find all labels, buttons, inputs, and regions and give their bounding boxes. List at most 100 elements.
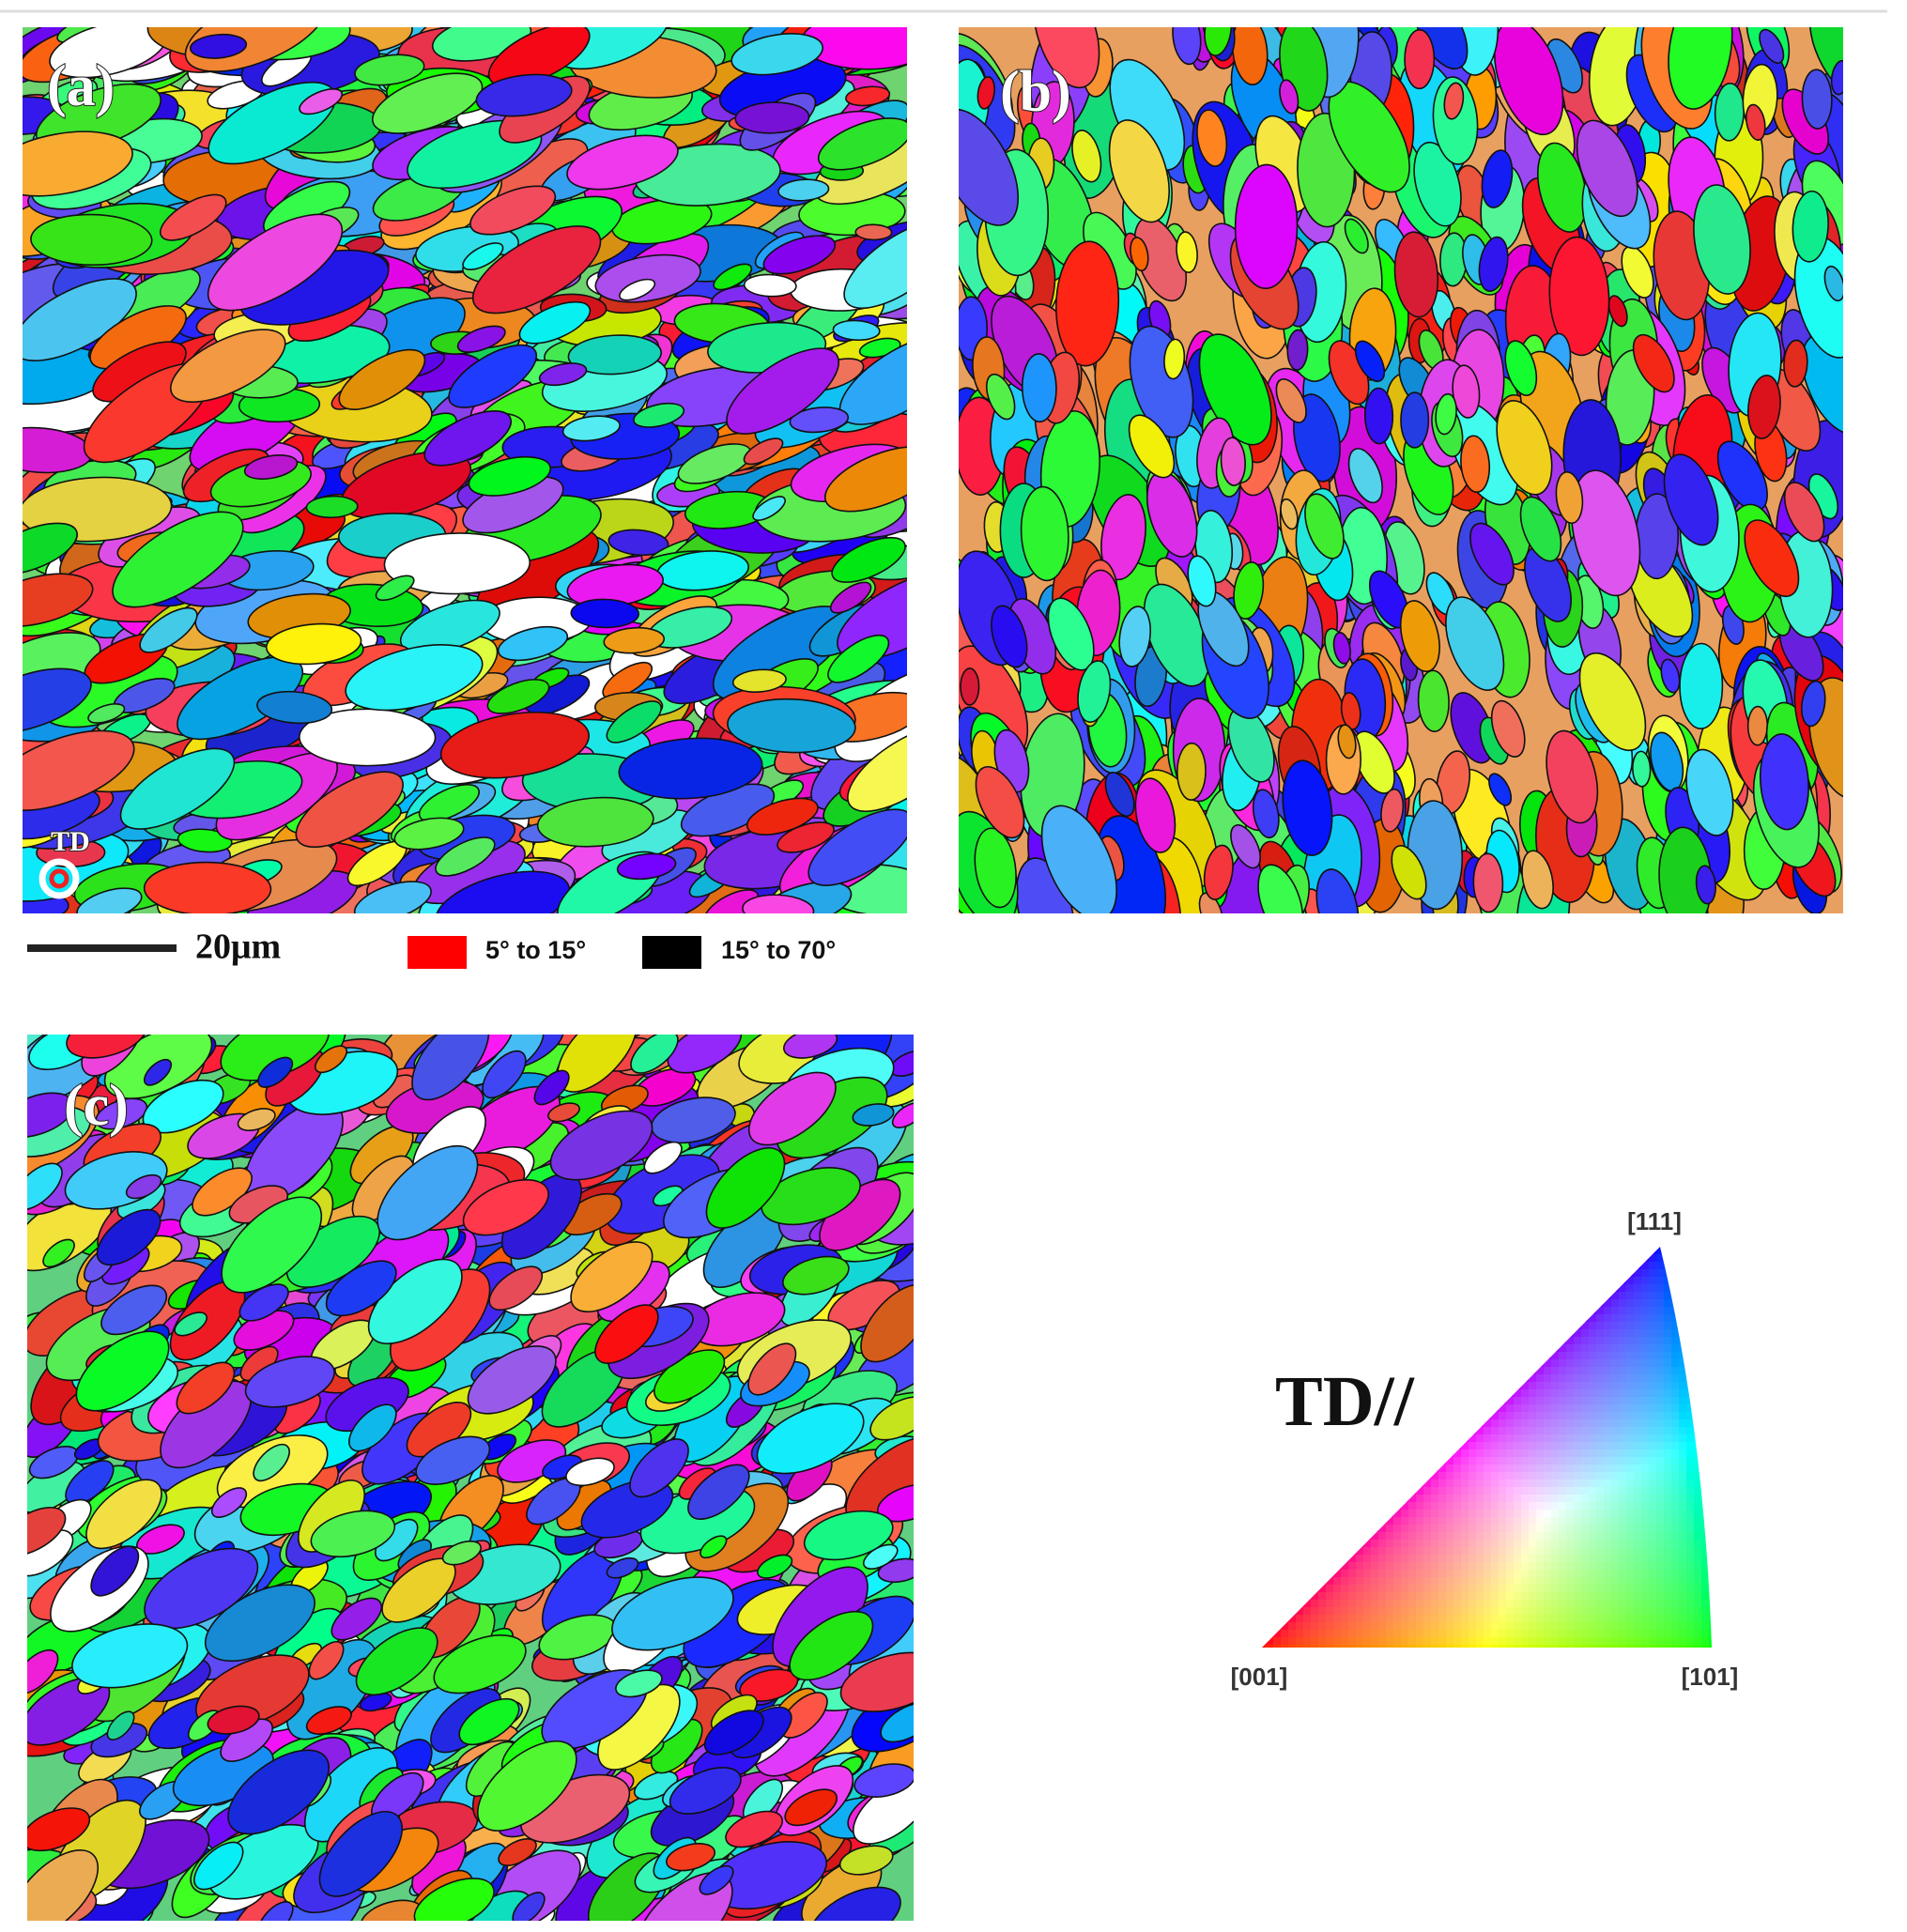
ipf-cell <box>1671 1352 1679 1359</box>
grain <box>1632 333 1675 393</box>
ipf-cell <box>1656 1419 1664 1427</box>
ipf-cell <box>1273 1615 1281 1622</box>
ipf-cell <box>1581 1577 1589 1585</box>
ipf-cell <box>1469 1547 1476 1555</box>
ipf-cell <box>1566 1480 1574 1487</box>
ipf-cell <box>1438 1449 1446 1457</box>
ipf-cell <box>1649 1480 1656 1487</box>
ipf-cell <box>1656 1322 1664 1329</box>
ipf-cell <box>1446 1600 1453 1607</box>
ipf-cell <box>1574 1510 1581 1517</box>
ipf-cell <box>1581 1555 1589 1562</box>
ipf-cell <box>1656 1630 1664 1637</box>
grain <box>1695 865 1716 905</box>
ipf-cell <box>1348 1607 1356 1615</box>
ipf-cell <box>1559 1555 1566 1562</box>
ipf-cell <box>1626 1525 1634 1532</box>
ipf-cell <box>1266 1630 1273 1637</box>
ipf-cell <box>1484 1622 1491 1630</box>
grain <box>257 1901 294 1921</box>
ipf-cell <box>1506 1577 1514 1585</box>
ipf-cell <box>1634 1547 1641 1555</box>
ipf-cell <box>1469 1434 1476 1442</box>
grain <box>756 1403 865 1475</box>
ipf-cell <box>1604 1367 1611 1374</box>
ipf-cell <box>1619 1480 1626 1487</box>
ipf-cell <box>1356 1547 1363 1555</box>
grain <box>435 836 496 877</box>
grain <box>441 1541 482 1566</box>
ipf-cell <box>1604 1397 1611 1404</box>
ipf-cell <box>1551 1367 1559 1374</box>
grain <box>880 1702 914 1743</box>
ipf-cell <box>1393 1577 1401 1585</box>
ipf-cell <box>1649 1585 1656 1592</box>
ipf-cell <box>1656 1585 1664 1592</box>
ipf-cell <box>1656 1600 1664 1607</box>
ipf-cell <box>1551 1525 1559 1532</box>
ipf-cell <box>1438 1600 1446 1607</box>
ipf-cell <box>1626 1254 1634 1262</box>
ipf-cell <box>1641 1540 1649 1547</box>
ipf-cell <box>1408 1607 1416 1615</box>
grain <box>486 679 550 714</box>
grain <box>1176 742 1207 801</box>
ipf-cell <box>1626 1510 1634 1517</box>
ipf-cell <box>1536 1540 1544 1547</box>
ipf-cell <box>1634 1480 1641 1487</box>
grain <box>1783 482 1825 543</box>
ipf-cell <box>1649 1502 1656 1510</box>
ipf-cell <box>1506 1374 1514 1382</box>
ipf-cell <box>1574 1585 1581 1592</box>
ipf-cell <box>1664 1607 1671 1615</box>
ipf-cell <box>1266 1615 1273 1622</box>
ipf-cell <box>1559 1329 1566 1337</box>
ipf-cell <box>1371 1540 1378 1547</box>
scale-bar-label: 20μm <box>195 928 281 967</box>
ipf-cell <box>1423 1570 1431 1577</box>
ipf-cell <box>1506 1517 1514 1525</box>
ipf-cell <box>1431 1487 1438 1495</box>
ipf-cell <box>1649 1412 1656 1419</box>
ipf-cell <box>1589 1480 1596 1487</box>
grain <box>829 581 872 614</box>
ipf-cell <box>1589 1495 1596 1502</box>
ebsd-map-a <box>23 27 907 913</box>
ipf-cell <box>1641 1344 1649 1352</box>
ipf-cell <box>1288 1630 1296 1637</box>
ipf-cell <box>1393 1517 1401 1525</box>
ipf-cell <box>1423 1457 1431 1464</box>
ipf-cell <box>1679 1262 1686 1269</box>
grain <box>318 1810 404 1897</box>
ipf-cell <box>1529 1615 1536 1622</box>
ipf-cell <box>1544 1457 1551 1464</box>
ipf-cell <box>1611 1532 1619 1540</box>
ipf-cell <box>1596 1592 1604 1600</box>
panel-label: (c) <box>64 1074 129 1138</box>
ipf-cell <box>1401 1607 1408 1615</box>
ipf-cell <box>1634 1487 1641 1495</box>
ipf-cell <box>1536 1464 1544 1472</box>
grain <box>747 1342 797 1396</box>
ipf-cell <box>1671 1495 1679 1502</box>
ipf-cell <box>1581 1525 1589 1532</box>
ipf-cell <box>1566 1427 1574 1434</box>
ipf-cell <box>1604 1615 1611 1622</box>
ipf-cell <box>1581 1457 1589 1464</box>
ipf-cell <box>1408 1480 1416 1487</box>
ipf-cell <box>1596 1314 1604 1322</box>
ipf-cell <box>1611 1389 1619 1397</box>
ipf-cell <box>1551 1412 1559 1419</box>
grain <box>1469 522 1515 586</box>
ipf-cell <box>1649 1427 1656 1434</box>
grain <box>1668 27 1733 110</box>
ipf-cell <box>1581 1397 1589 1404</box>
ipf-cell <box>1416 1532 1423 1540</box>
ipf-cell <box>1619 1314 1626 1322</box>
ipf-cell <box>1581 1472 1589 1480</box>
ipf-cell <box>1453 1585 1461 1592</box>
grain <box>1230 824 1261 869</box>
ipf-cell <box>1408 1600 1416 1607</box>
ipf-cell <box>1559 1367 1566 1374</box>
ipf-cell <box>1544 1382 1551 1389</box>
